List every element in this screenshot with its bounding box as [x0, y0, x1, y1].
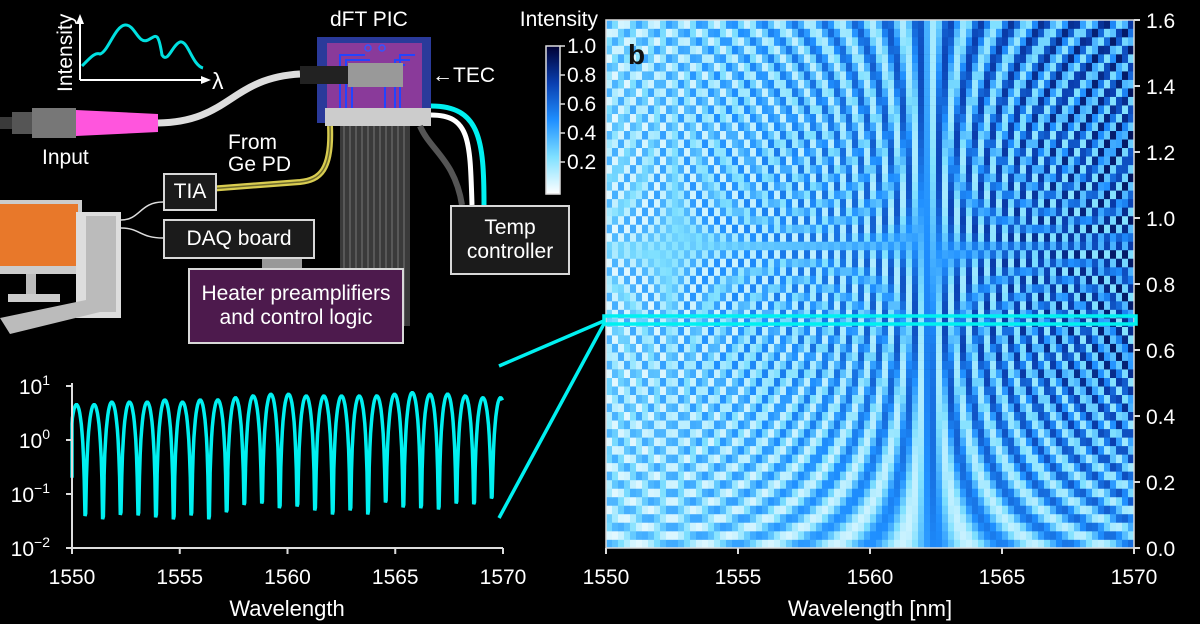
chip-title: dFT PIC	[330, 8, 408, 31]
highlight-row	[602, 314, 1138, 326]
connector-line-bottom	[497, 319, 608, 519]
transmission-curve	[70, 391, 505, 520]
from-pd-line2: Ge PD	[228, 153, 292, 176]
heatmap-ytick: 1.2	[1146, 142, 1175, 165]
heatmap-xtick: 1550	[583, 566, 630, 589]
heater-preamplifiers-box: Heater preamplifiers and control logic	[188, 268, 404, 344]
log-ytick: 101	[19, 372, 50, 399]
log-xtick: 1565	[372, 566, 419, 589]
log-xtick: 1555	[156, 566, 203, 589]
input-connector-icon	[0, 108, 158, 138]
tia-box: TIA	[163, 173, 217, 211]
heater-line2: and control logic	[219, 306, 373, 329]
heatmap-ytick: 1.0	[1146, 208, 1175, 231]
from-pd-line1: From	[228, 131, 277, 154]
heatmap-xtick: 1570	[1111, 566, 1158, 589]
daq-board-box: DAQ board	[163, 219, 315, 259]
colorbar-tick: 0.8	[567, 64, 596, 87]
panel-label: b	[628, 39, 645, 70]
log-xtick: 1570	[480, 566, 527, 589]
computer-icon	[0, 200, 164, 334]
log-ytick: 10−1	[11, 480, 51, 507]
temp-controller-box: Temp controller	[450, 205, 570, 275]
colorbar-tick: 0.6	[567, 93, 596, 116]
intensity-heatmap: 0.0 0.2 0.4 0.6 0.8 1.0 1.2 1.4 1.6 1550 1555 1560…	[583, 10, 1176, 621]
colorbar: Intensity 1.0 0.8 0.6 0.4 0.2	[520, 8, 599, 195]
tec-label: ←TEC	[432, 64, 495, 87]
connector-line-top	[498, 318, 607, 368]
heatmap-ytick: 1.4	[1146, 76, 1176, 99]
colorbar-tick: 0.2	[567, 151, 596, 174]
heatmap-xlabel: Wavelength [nm]	[788, 596, 952, 621]
heatmap-xtick: 1565	[979, 566, 1026, 589]
heatmap-xtick: 1555	[715, 566, 762, 589]
heatmap-ytick: 0.2	[1146, 472, 1175, 495]
heatmap-ytick: 0.6	[1146, 340, 1175, 363]
log-ytick: 100	[19, 426, 50, 453]
input-label: Input	[42, 146, 89, 169]
log-xtick: 1560	[264, 566, 311, 589]
heatmap-ytick: 1.6	[1146, 10, 1175, 33]
colorbar-tick: 0.4	[567, 122, 597, 145]
heatmap-ytick: 0.4	[1146, 406, 1176, 429]
log-transmission-plot: 101 100 10−1 10−2 1550 1555 1560 1565 1570 Wave…	[11, 372, 527, 621]
schematic-graphics	[0, 14, 487, 334]
log-plot-xlabel: Wavelength	[229, 596, 344, 621]
inset-spectrum	[76, 14, 211, 84]
heatmap-ytick: 0.8	[1146, 274, 1175, 297]
colorbar-label: Intensity	[520, 8, 599, 31]
log-ytick: 10−2	[11, 534, 51, 561]
heater-line1: Heater preamplifiers	[201, 281, 391, 305]
log-xtick: 1550	[49, 566, 96, 589]
inset-xlabel: λ	[212, 68, 224, 94]
temp-line2: controller	[466, 240, 554, 263]
colorbar-tick: 1.0	[567, 35, 596, 58]
heatmap-xtick: 1560	[847, 566, 894, 589]
temp-line1: Temp	[484, 215, 536, 239]
from-ge-pd-label: From Ge PD	[228, 132, 291, 176]
heatmap-ytick: 0.0	[1146, 538, 1175, 561]
dft-pic-chip-icon	[300, 37, 431, 126]
